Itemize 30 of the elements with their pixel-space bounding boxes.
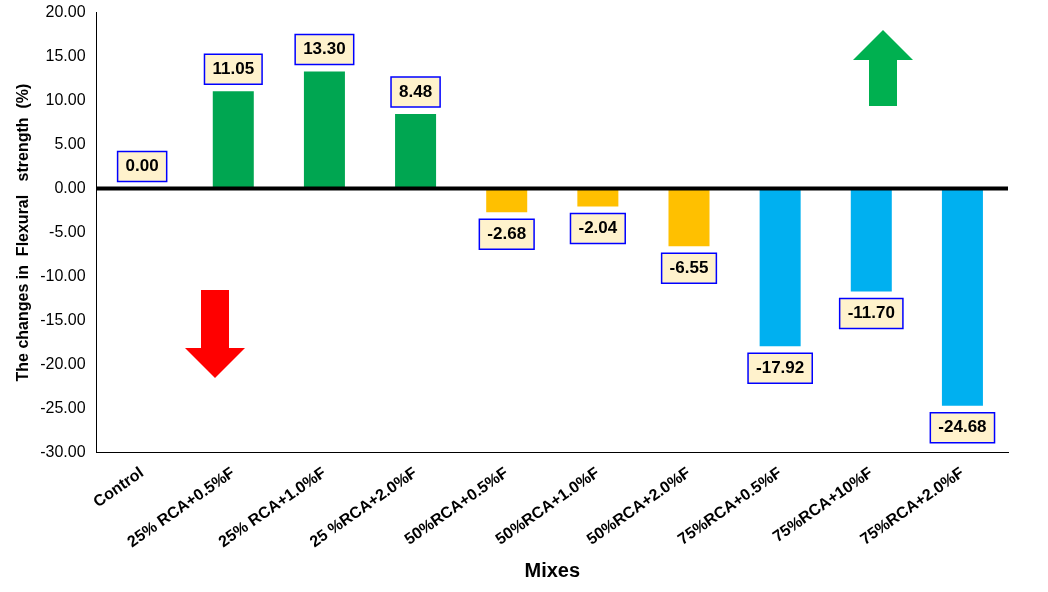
bar	[395, 113, 437, 189]
bar	[212, 91, 254, 189]
bar	[759, 188, 801, 347]
data-label: -6.55	[669, 257, 709, 277]
y-tick-label: 0.00	[54, 179, 86, 196]
bar	[303, 71, 345, 189]
y-tick-label: 20.00	[45, 3, 86, 21]
y-tick-label: 5.00	[54, 135, 86, 152]
bar	[668, 188, 710, 247]
data-label: -24.68	[938, 417, 987, 437]
x-axis-title: Mixes	[524, 558, 581, 581]
y-tick-label: 15.00	[45, 47, 86, 65]
y-tick-label: -30.00	[40, 443, 86, 460]
data-label: 8.48	[399, 81, 433, 101]
y-tick-label: -10.00	[40, 267, 86, 284]
y-tick-label: 10.00	[45, 91, 86, 108]
y-tick-label: -25.00	[40, 399, 86, 416]
y-tick-label: -20.00	[40, 355, 86, 372]
data-label: -2.04	[578, 218, 618, 238]
bar	[941, 188, 983, 406]
bar	[850, 188, 892, 292]
data-label: 0.00	[125, 156, 159, 176]
data-label: -17.92	[756, 357, 805, 377]
y-tick-label: -15.00	[40, 311, 86, 328]
y-axis-title: The changes in Flexural strength (%)	[14, 83, 32, 382]
y-tick-label: -5.00	[49, 223, 86, 240]
data-label: -11.70	[847, 303, 895, 323]
data-label: -2.68	[487, 223, 527, 243]
data-label: 13.30	[303, 39, 346, 59]
data-label: 11.05	[212, 59, 255, 79]
